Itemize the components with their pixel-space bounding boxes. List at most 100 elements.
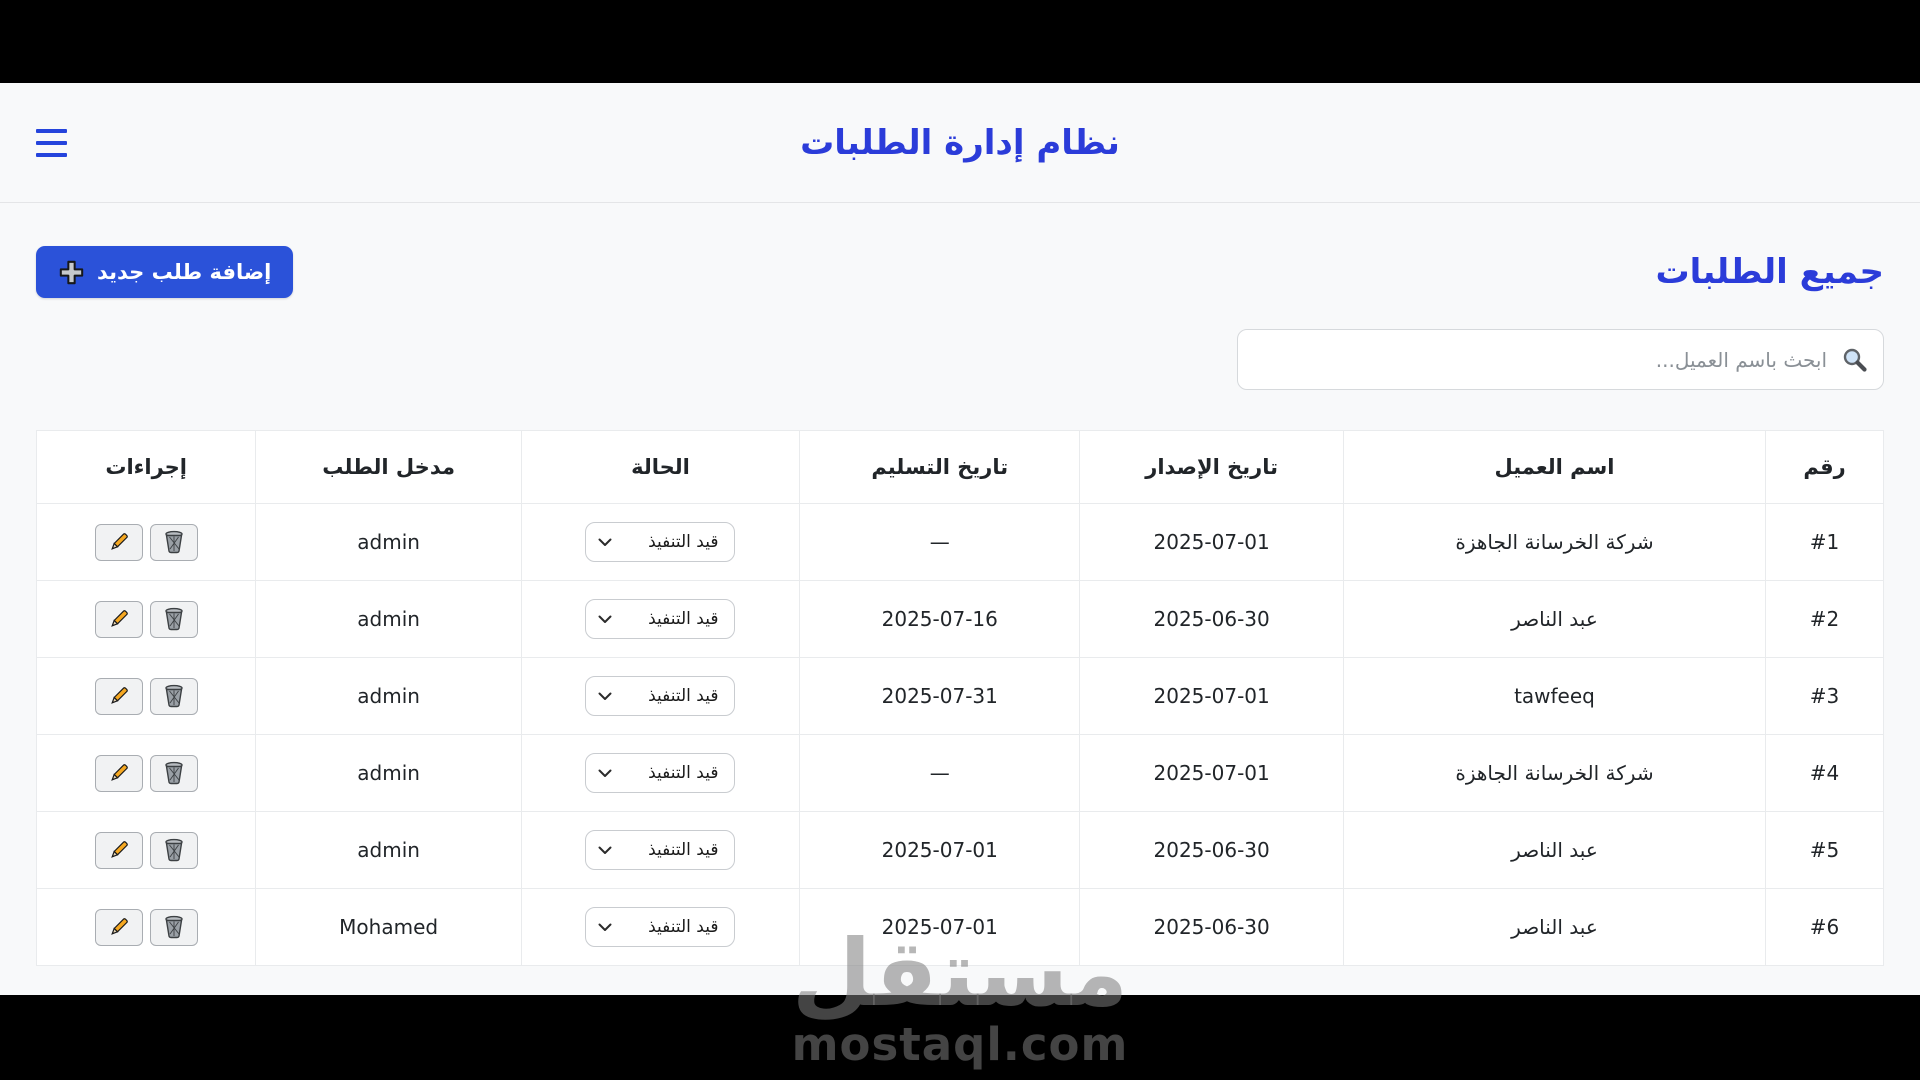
cell-delivery-date: — <box>799 734 1081 812</box>
status-select-value: قيد التنفيذ <box>648 686 719 706</box>
cell-delivery-date: — <box>799 503 1081 581</box>
delete-button[interactable] <box>149 754 198 792</box>
edit-button[interactable] <box>94 831 143 869</box>
app-title: نظام إدارة الطلبات <box>800 122 1120 163</box>
edit-button[interactable] <box>94 754 143 792</box>
cell-status: قيد التنفيذ <box>520 734 801 812</box>
cell-delivery-date: 2025-07-01 <box>799 888 1081 966</box>
search-input[interactable] <box>1237 329 1884 390</box>
edit-button[interactable] <box>94 908 143 946</box>
trash-icon <box>165 530 183 554</box>
chevron-down-icon <box>598 538 612 546</box>
table-row: #1 شركة الخرسانة الجاهزة 2025-07-01 — قي… <box>35 503 1884 581</box>
edit-button[interactable] <box>94 677 143 715</box>
status-select[interactable]: قيد التنفيذ <box>585 599 736 639</box>
main-content: جميع الطلبات إضافة طلب جديد رقم اسم الع <box>0 204 1920 966</box>
status-select-value: قيد التنفيذ <box>648 917 719 937</box>
chevron-down-icon <box>598 846 612 854</box>
search-area <box>36 329 1884 390</box>
cell-client: عبد الناصر <box>1342 888 1767 966</box>
status-select[interactable]: قيد التنفيذ <box>585 676 736 716</box>
status-select-value: قيد التنفيذ <box>648 532 719 552</box>
table-row: #5 عبد الناصر 2025-06-30 2025-07-01 قيد … <box>35 811 1884 889</box>
app-header: نظام إدارة الطلبات <box>0 83 1920 203</box>
cell-issue-date: 2025-07-01 <box>1079 734 1344 812</box>
cell-num: #2 <box>1765 580 1884 658</box>
page-title: جميع الطلبات <box>1655 252 1884 292</box>
trash-icon <box>165 761 183 785</box>
chevron-down-icon <box>598 692 612 700</box>
delete-button[interactable] <box>149 523 198 561</box>
status-select-value: قيد التنفيذ <box>648 609 719 629</box>
cell-client: شركة الخرسانة الجاهزة <box>1342 734 1767 812</box>
table-row: #6 عبد الناصر 2025-06-30 2025-07-01 قيد … <box>35 888 1884 966</box>
header-delivery-date: تاريخ التسليم <box>799 430 1081 504</box>
cell-issue-date: 2025-06-30 <box>1079 811 1344 889</box>
cell-delivery-date: 2025-07-16 <box>799 580 1081 658</box>
header-status: الحالة <box>520 430 801 504</box>
search-box <box>1237 329 1884 390</box>
header-num: رقم <box>1765 430 1884 504</box>
cell-status: قيد التنفيذ <box>520 657 801 735</box>
header-client: اسم العميل <box>1342 430 1767 504</box>
chevron-down-icon <box>598 615 612 623</box>
actions-group <box>38 505 255 580</box>
table-row: #2 عبد الناصر 2025-06-30 2025-07-16 قيد … <box>35 580 1884 658</box>
delete-button[interactable] <box>149 600 198 638</box>
bottom-black-bar <box>0 995 1920 1080</box>
hamburger-icon <box>36 128 67 133</box>
cell-entered-by: admin <box>255 811 522 889</box>
header-entered-by: مدخل الطلب <box>255 430 522 504</box>
edit-button[interactable] <box>94 600 143 638</box>
hamburger-menu-button[interactable] <box>30 125 72 161</box>
cell-entered-by: admin <box>255 503 522 581</box>
cell-issue-date: 2025-07-01 <box>1079 657 1344 735</box>
status-select[interactable]: قيد التنفيذ <box>585 753 736 793</box>
delete-button[interactable] <box>149 831 198 869</box>
table-row: #3 tawfeeq 2025-07-01 2025-07-31 قيد الت… <box>35 657 1884 735</box>
cell-issue-date: 2025-06-30 <box>1079 580 1344 658</box>
cell-issue-date: 2025-06-30 <box>1079 888 1344 966</box>
delete-button[interactable] <box>149 908 198 946</box>
chevron-down-icon <box>598 769 612 777</box>
table-row: #4 شركة الخرسانة الجاهزة 2025-07-01 — قي… <box>35 734 1884 812</box>
cell-actions <box>35 888 257 966</box>
cell-actions <box>35 811 257 889</box>
actions-group <box>38 736 255 811</box>
hamburger-icon <box>36 152 67 157</box>
table-header-row: رقم اسم العميل تاريخ الإصدار تاريخ التسل… <box>35 430 1884 504</box>
cell-status: قيد التنفيذ <box>520 580 801 658</box>
status-select[interactable]: قيد التنفيذ <box>585 830 736 870</box>
pencil-icon <box>110 610 128 627</box>
cell-status: قيد التنفيذ <box>520 503 801 581</box>
status-select[interactable]: قيد التنفيذ <box>585 522 736 562</box>
cell-entered-by: Mohamed <box>255 888 522 966</box>
hamburger-icon <box>36 140 67 145</box>
cell-actions <box>35 503 257 581</box>
cell-entered-by: admin <box>255 580 522 658</box>
pencil-icon <box>110 764 128 781</box>
add-order-button-label: إضافة طلب جديد <box>97 260 272 284</box>
top-black-bar <box>0 0 1920 83</box>
status-select-value: قيد التنفيذ <box>648 840 719 860</box>
pencil-icon <box>110 533 128 550</box>
cell-delivery-date: 2025-07-01 <box>799 811 1081 889</box>
delete-button[interactable] <box>149 677 198 715</box>
cell-actions <box>35 734 257 812</box>
cell-client: عبد الناصر <box>1342 580 1767 658</box>
title-row: جميع الطلبات إضافة طلب جديد <box>36 246 1884 298</box>
trash-icon <box>165 838 183 862</box>
cell-entered-by: admin <box>255 734 522 812</box>
status-select[interactable]: قيد التنفيذ <box>585 907 736 947</box>
trash-icon <box>165 607 183 631</box>
cell-actions <box>35 657 257 735</box>
add-order-button[interactable]: إضافة طلب جديد <box>36 246 294 298</box>
cell-num: #1 <box>1765 503 1884 581</box>
pencil-icon <box>110 841 128 858</box>
cell-num: #6 <box>1765 888 1884 966</box>
pencil-icon <box>110 918 128 935</box>
orders-table: رقم اسم العميل تاريخ الإصدار تاريخ التسل… <box>35 430 1884 966</box>
edit-button[interactable] <box>94 523 143 561</box>
cell-num: #3 <box>1765 657 1884 735</box>
actions-group <box>38 582 255 657</box>
